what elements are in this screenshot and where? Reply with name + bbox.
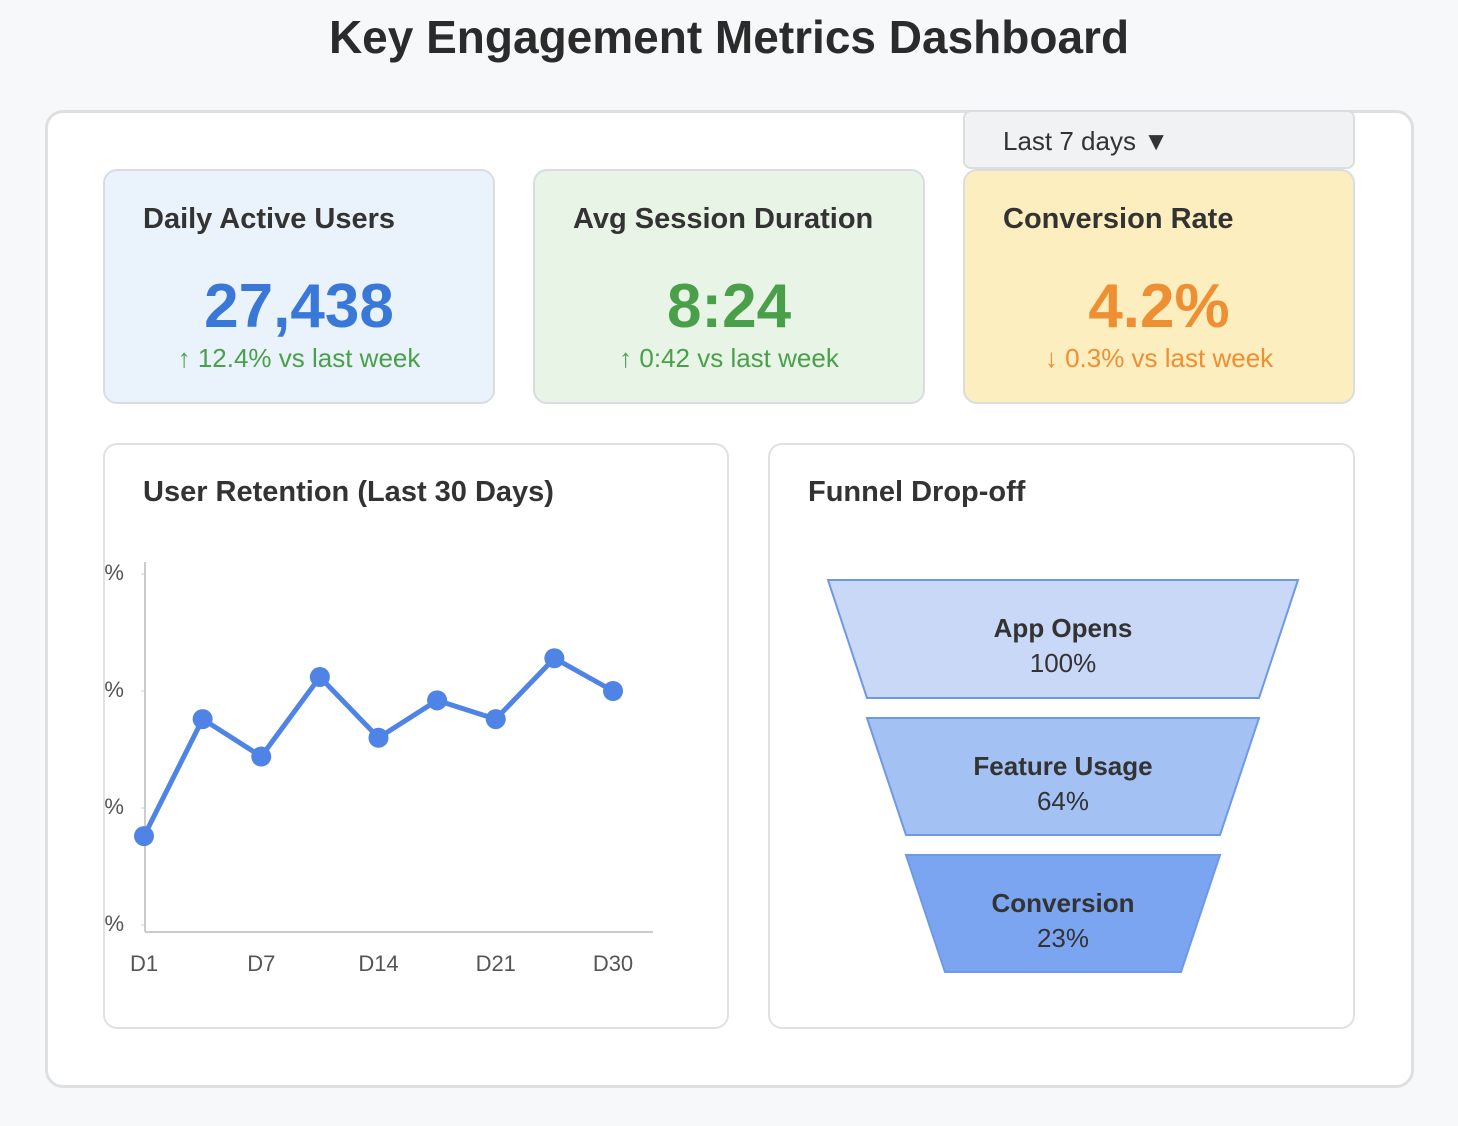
kpi-value: 8:24 [666, 272, 792, 341]
stage-value: 100% [1030, 648, 1097, 678]
page-title: Key Engagement Metrics Dashboard [328, 11, 1130, 63]
kpi-value: 27,438 [204, 272, 394, 341]
kpi-change: ↓ 0.3% vs last week [1044, 343, 1274, 373]
x-tick-label: D14 [358, 951, 398, 976]
x-tick-label: D7 [247, 951, 275, 976]
kpi-card: Daily Active Users 27,438 ↑ 12.4% vs last … [103, 169, 495, 404]
data-point [192, 709, 213, 730]
stage-label: App Opens [994, 613, 1133, 643]
kpi-card: Avg Session Duration 8:24 ↑ 0:42 vs last w… [533, 169, 925, 404]
data-point [251, 746, 272, 767]
stage-label: Feature Usage [973, 751, 1152, 781]
stage-value: 23% [1037, 923, 1089, 953]
data-point [134, 826, 154, 847]
x-tick-label: D30 [593, 951, 633, 976]
y-tick-label: 75% [105, 560, 124, 585]
kpi-card: Conversion Rate 4.2% ↓ 0.3% vs last week [963, 169, 1355, 404]
data-point [427, 690, 448, 711]
data-point [368, 727, 389, 748]
funnel-panel: Funnel Drop-off App Opens 100% Feature Usa… [768, 443, 1355, 1029]
y-tick-label: 25% [105, 794, 124, 819]
stage-value: 64% [1037, 786, 1089, 816]
funnel-chart: App Opens 100% Feature Usage 64% Conversion 2… [826, 579, 1300, 973]
stage-label: Conversion [991, 888, 1134, 918]
x-tick-label: D1 [130, 951, 158, 976]
kpi-title: Avg Session Duration [573, 203, 874, 235]
funnel-stage [904, 854, 1222, 973]
data-point [603, 681, 623, 701]
funnel-stage [826, 579, 1300, 699]
chart-title: User Retention (Last 30 Days) [143, 476, 554, 508]
funnel-title: Funnel Drop-off [808, 476, 1026, 508]
date-filter[interactable]: Last 7 days ▼ [963, 110, 1355, 169]
line-chart: 0% 25% 50% 75% D1 D7 D14 D21 D30 [105, 560, 653, 976]
kpi-change: ↑ 12.4% vs last week [177, 343, 421, 373]
data-point [544, 648, 565, 669]
kpi-title: Daily Active Users [143, 203, 396, 235]
y-tick-label: 0% [105, 911, 124, 936]
kpi-value: 4.2% [1088, 272, 1230, 341]
y-tick-label: 50% [105, 677, 124, 702]
kpi-title: Conversion Rate [1003, 203, 1234, 235]
data-point [309, 666, 330, 687]
retention-panel: User Retention (Last 30 Days) 0% 25% 50% 75… [103, 443, 729, 1029]
funnel-stage [865, 717, 1261, 836]
x-tick-label: D21 [476, 951, 516, 976]
data-point [485, 709, 506, 730]
kpi-change: ↑ 0:42 vs last week [619, 343, 839, 373]
